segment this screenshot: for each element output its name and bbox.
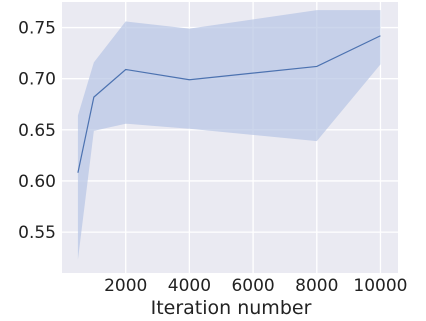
x-tick-label: 8000 (295, 276, 338, 296)
y-tick-label: 0.65 (18, 121, 56, 141)
y-tick-label: 0.75 (18, 19, 56, 39)
x-tick-label: 2000 (104, 276, 147, 296)
confidence-band (77, 10, 381, 260)
y-tick-labels: 0.55 0.60 0.65 0.70 0.75 (18, 19, 56, 244)
x-axis-label: Iteration number (151, 297, 312, 319)
confidence-bands (77, 10, 381, 260)
series-lines (77, 35, 381, 173)
x-tick-labels: 2000 4000 6000 8000 10000 (104, 276, 407, 296)
series-line (77, 35, 381, 173)
x-tick-label: 6000 (231, 276, 274, 296)
x-tick-label: 10000 (353, 276, 407, 296)
x-tick-label: 4000 (168, 276, 211, 296)
y-tick-label: 0.70 (18, 70, 56, 90)
y-tick-label: 0.60 (18, 172, 56, 192)
y-tick-label: 0.55 (18, 223, 56, 243)
